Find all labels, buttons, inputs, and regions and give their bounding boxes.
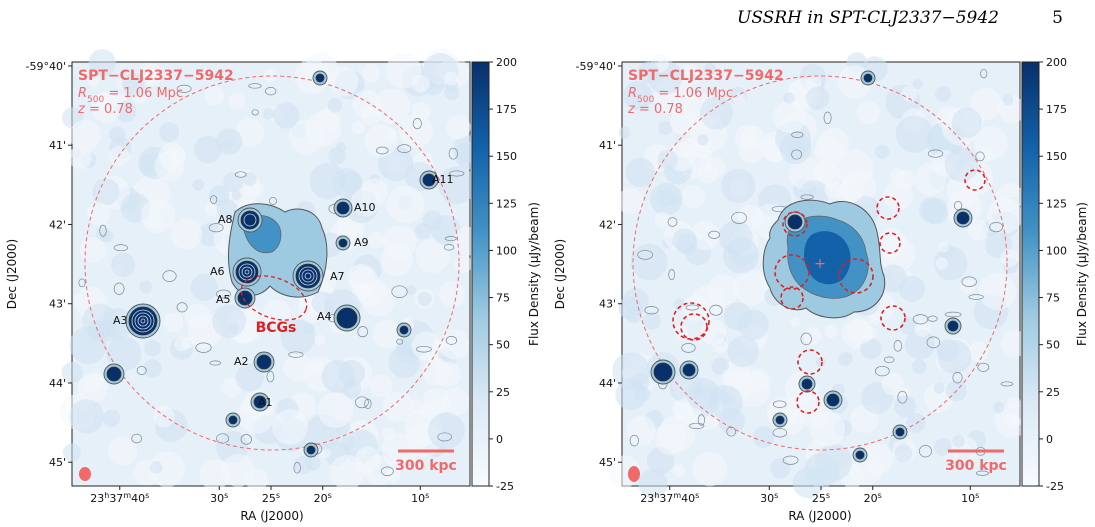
source-label-a1: A1 [258,396,273,409]
source-label-a4: A4 [317,310,332,323]
ra-tick-label: 20s [314,491,332,506]
source-label-a5: A5 [216,293,231,306]
colorbar [1021,61,1040,487]
r500-circle [632,75,1008,451]
ra-tick-label: 25s [262,491,280,506]
y-axis-title: Dec (J2000) [5,239,19,309]
source-label-a2: A2 [234,355,249,368]
colorbar-tick-label: 25 [496,386,510,399]
colorbar-tick-label: 75 [496,292,510,305]
dec-tick-label: 45' [599,456,616,469]
colorbar-tick-label: -25 [1046,480,1064,493]
dec-tick-label: 43' [49,298,66,311]
redshift-label: z = 0.78 [627,102,683,117]
colorbar-tick-label: 50 [1046,339,1060,352]
scalebar-label: 300 kpc [395,458,457,474]
colorbar [471,61,490,487]
colorbar-tick-label: 150 [1046,150,1067,163]
scalebar-label: 300 kpc [945,458,1007,474]
residual-sources [650,70,973,463]
dec-tick-label: -59°40' [576,60,617,73]
x-axis-title: RA (J2000) [788,509,851,523]
colorbar-tick-label: 200 [496,56,517,69]
dec-tick-label: 41' [49,139,66,152]
colorbar-tick-label: 175 [1046,103,1067,116]
bcg-markers [240,275,308,321]
cluster-name: SPT−CLJ2337−5942 [628,68,784,84]
noise-texture [59,48,483,491]
dec-tick-label: 42' [599,218,616,231]
ra-tick-label: 30s [210,491,228,506]
colorbar-ticks: 200 175 150 125 100 75 50 25 0 -25 [1039,56,1067,493]
centre-marker: + [814,256,826,272]
dec-tick-label: 43' [599,298,616,311]
r500-label: R500 = 1.06 Mpc [628,86,733,105]
colorbar-tick-label: 25 [1046,386,1060,399]
colorbar-ticks: 200 175 150 125 100 75 50 25 0 -25 [489,56,517,493]
y-axis-title: Dec (J2000) [553,239,567,309]
compact-sources [103,70,439,458]
subtracted-source-circles [672,169,986,414]
colorbar-tick-label: 125 [496,197,517,210]
colorbar-tick-label: 100 [496,244,517,257]
colorbar-tick-label: 175 [496,103,517,116]
x-axis-title: RA (J2000) [240,509,303,523]
ra-tick-label: 25s [812,491,830,506]
source-label-a6: A6 [210,265,225,278]
ra-tick-label: 23h37m40s [90,491,149,506]
bcg-label: BCGs [256,320,297,336]
colorbar-tick-label: 125 [1046,197,1067,210]
beam-ellipse [79,467,91,481]
redshift-label: z = 0.78 [77,102,133,117]
left-radio-map-panel: BCGs A11 A10 A9 A8 A7 A6 A5 A4 A3 A2 A1 SPT−CLJ233… [5,48,541,523]
cluster-name: SPT−CLJ2337−5942 [78,68,234,84]
dec-tick-label: -59°40' [26,60,67,73]
source-label-a7: A7 [330,270,345,283]
dec-tick-label: 41' [599,139,616,152]
beam-ellipse [628,466,640,482]
colorbar-tick-label: 200 [1046,56,1067,69]
dec-tick-label: 44' [49,377,66,390]
ra-tick-label: 10s [961,491,979,506]
axes: -59°40' 41' 42' 43' 44' 45' 23h37m40s 30s 25s 20s… [576,60,980,505]
right-radio-map-panel: + SPT−CLJ2337−5942 R500 = 1.06 Mpc z = 0… [553,52,1089,523]
dec-tick-label: 45' [49,456,66,469]
colorbar-label: Flux Density (μJy/beam) [1075,202,1089,346]
colorbar-tick-label: 100 [1046,244,1067,257]
dec-tick-label: 44' [599,377,616,390]
ra-tick-label: 10s [411,491,429,506]
colorbar-tick-label: 75 [1046,292,1060,305]
ra-tick-label: 30s [760,491,778,506]
axes: -59°40' 41' 42' 43' 44' 45' 23h37m40s 30s 25s 20s… [26,60,430,505]
page-number: 5 [1052,8,1063,28]
source-label-a9: A9 [354,236,369,249]
colorbar-label: Flux Density (μJy/beam) [527,202,541,346]
source-label-a3: A3 [113,314,128,327]
running-title: USSRH in SPT-CLJ2337−5942 [737,8,999,28]
source-labels: A11 A10 A9 A8 A7 A6 A5 A4 A3 A2 A1 [113,173,454,409]
source-label-a10: A10 [354,201,376,214]
source-label-a8: A8 [218,213,233,226]
colorbar-tick-label: 0 [496,433,503,446]
dec-tick-label: 42' [49,218,66,231]
r500-label: R500 = 1.06 Mpc [78,86,183,105]
colorbar-tick-label: 0 [1046,433,1053,446]
ra-tick-label: 23h37m40s [640,491,699,506]
colorbar-tick-label: 50 [496,339,510,352]
r500-circle [84,75,460,451]
colorbar-tick-label: 150 [496,150,517,163]
ra-tick-label: 20s [864,491,882,506]
source-label-a11: A11 [432,173,454,186]
page-header: USSRH in SPT-CLJ2337−5942 5 [503,4,1063,34]
colorbar-tick-label: -25 [496,480,514,493]
